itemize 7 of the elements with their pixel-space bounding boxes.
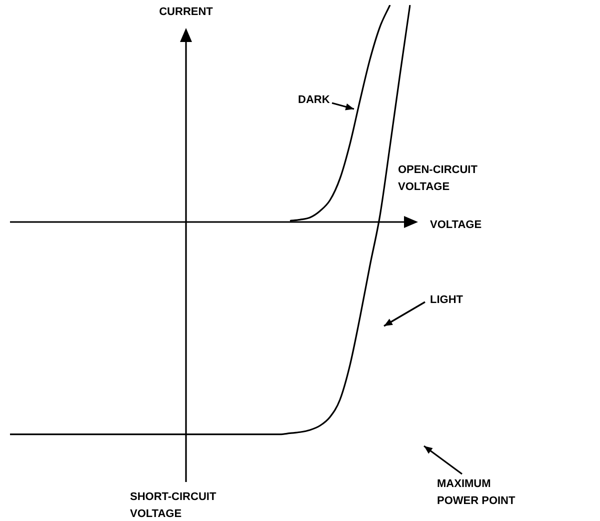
x-axis-title: VOLTAGE (430, 218, 482, 231)
legend-label: DARK (298, 94, 330, 106)
annotation: OPEN-CIRCUIT VOLTAGE (398, 164, 478, 194)
y-axis-title: CURRENT (159, 6, 214, 18)
text: SHORT-CIRCUIT VOLTAGE (130, 491, 216, 520)
text: LIGHT (430, 294, 464, 306)
text: MAXIMUM POWER POINT (437, 478, 516, 508)
